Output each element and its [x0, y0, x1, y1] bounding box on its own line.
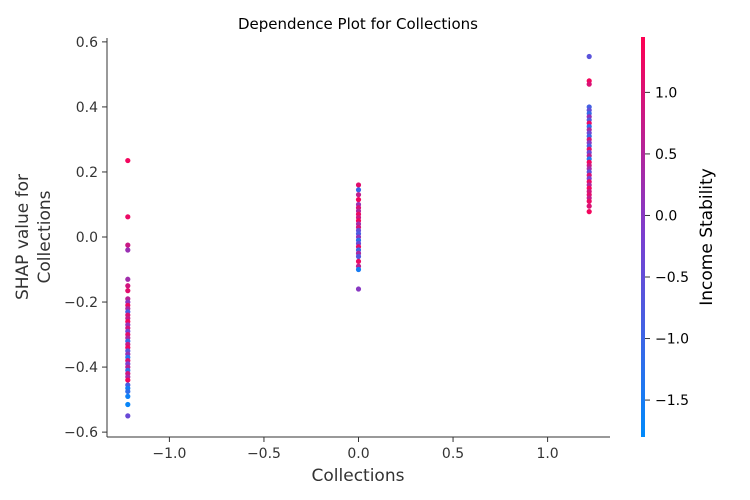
x-tick-label: 0.5	[442, 446, 464, 462]
scatter-point	[125, 157, 131, 164]
scatter-point	[125, 214, 131, 220]
y-tick-label: 0.6	[76, 35, 98, 51]
scatter-point	[125, 242, 131, 248]
scatter-point	[355, 192, 362, 198]
scatter-point	[586, 203, 592, 209]
scatter-point	[125, 283, 131, 289]
colorbar-tick-label: −1.0	[655, 332, 689, 348]
colorbar-tick-label: −1.5	[655, 393, 689, 409]
colorbar-tick-label: 1.0	[655, 85, 677, 101]
scatter-point	[586, 209, 592, 215]
y-tick-label: 0.0	[76, 230, 98, 246]
scatter-point	[355, 197, 362, 203]
scatter-point	[125, 413, 131, 419]
x-tick-label: 1.0	[536, 446, 558, 462]
scatter-point	[586, 81, 592, 87]
scatter-point	[125, 288, 131, 294]
y-axis-label-line2: Collections	[35, 190, 55, 283]
scatter-point	[355, 253, 362, 260]
colorbar-label: Income Stability	[697, 168, 717, 306]
y-tick-label: −0.2	[64, 295, 98, 311]
scatter-point	[125, 247, 131, 253]
colorbar-tick-label: 0.0	[655, 208, 677, 224]
y-tick-label: −0.4	[64, 360, 98, 376]
x-tick-label: −1.0	[152, 446, 186, 462]
scatter-point	[355, 258, 362, 264]
colorbar	[641, 37, 645, 437]
x-tick-label: 0.0	[347, 446, 369, 462]
y-axis-label-line1: SHAP value for	[13, 174, 33, 300]
y-tick-label: −0.6	[64, 425, 98, 441]
colorbar-tick-label: 0.5	[655, 147, 677, 163]
x-ticks: −1.0 −0.5 0.0 0.5 1.0	[152, 437, 559, 462]
scatter-point	[586, 198, 592, 204]
y-tick-label: 0.2	[76, 165, 98, 181]
y-ticks: −0.6 −0.4 −0.2 0.0 0.2 0.4 0.6	[64, 35, 107, 441]
x-tick-label: −0.5	[247, 446, 281, 462]
scatter-point	[355, 182, 362, 188]
scatter-point	[355, 286, 362, 292]
scatter-point	[586, 53, 592, 60]
scatter-point	[125, 377, 131, 383]
scatter-point	[125, 393, 131, 399]
scatter-point	[125, 388, 131, 395]
x-axis-label: Collections	[312, 466, 405, 486]
colorbar-tick-label: −0.5	[655, 270, 689, 286]
y-axis-label: SHAP value for Collections	[13, 174, 55, 300]
scatter-point	[355, 266, 362, 273]
chart-title: Dependence Plot for Collections	[238, 15, 478, 33]
scatter-point	[355, 187, 362, 193]
scatter-point	[125, 401, 131, 408]
colorbar-ticks: 1.0 0.5 0.0 −0.5 −1.0 −1.5	[645, 85, 689, 409]
scatter-points	[125, 53, 592, 419]
y-tick-label: 0.4	[76, 100, 98, 116]
scatter-point	[125, 276, 131, 282]
